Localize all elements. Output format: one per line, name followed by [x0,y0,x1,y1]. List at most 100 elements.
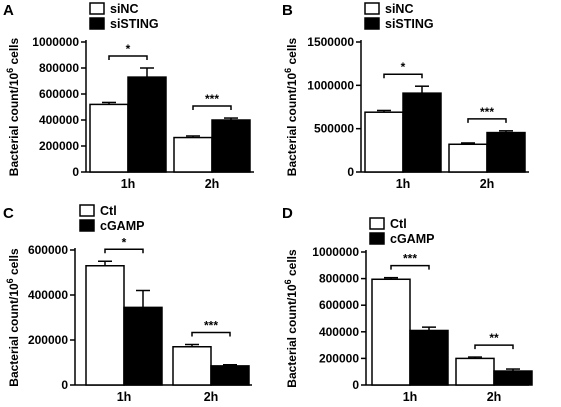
panel-letter: C [3,205,14,222]
bar-1h-sisting [127,76,167,173]
y-tick-label: 500000 [314,122,354,136]
bar-1h-cgamp [123,306,163,386]
significance-bracket [474,344,514,350]
significance-label: *** [204,319,218,333]
legend-label: siNC [385,2,413,16]
y-axis-title-tail: cells [7,248,21,278]
y-tick-label: 1000000 [312,245,359,259]
significance-label: ** [489,331,499,345]
y-axis-title-sup: 6 [5,278,15,283]
legend-label: Ctl [390,217,407,231]
y-tick-label: 800000 [39,61,79,75]
bar-1h-sisting [402,92,442,173]
panel-c: C Bacterial count/106 cells 0 200000 400000 6… [3,204,252,404]
y-tick-label: 200000 [319,351,359,365]
y-axis-title-main: Bacterial count/10 [285,284,299,388]
significance-bracket [191,331,231,337]
y-tick-label: 1000000 [307,78,354,92]
y-axis-title: Bacterial count/106 cells [5,248,21,387]
x-category-label: 2h [204,390,219,404]
legend-label: Ctl [100,204,117,218]
y-axis-title-tail: cells [285,249,299,279]
significance-bracket [108,55,148,60]
legend-swatch [364,17,380,30]
y-tick-label: 400000 [39,113,79,127]
y-tick-label: 200000 [28,333,68,347]
y-tick-label: 200000 [39,139,79,153]
significance-label: * [126,42,131,56]
y-axis-title-tail: cells [7,37,21,67]
bar-1h-ctl [371,278,411,386]
bar-2h-sinc [448,143,488,173]
y-axis-title: Bacterial count/106 cells [283,37,299,176]
significance-bracket [104,248,144,254]
x-category-label: 1h [117,390,132,404]
significance-label: *** [480,105,494,119]
y-axis-title-sup: 6 [5,68,15,73]
y-tick-label: 1000000 [32,35,79,49]
significance-bracket [390,264,430,270]
legend-label: cGAMP [390,232,434,246]
legend-swatch [79,204,95,217]
x-category-label: 1h [121,177,136,191]
panel-a: A Bacterial count/106 cells 0 200000 400000 6… [3,2,254,191]
bar-1h-ctl [85,265,125,386]
panel-letter: B [282,2,293,19]
significance-bracket [192,105,232,111]
bar-1h-sinc [364,111,404,173]
panel-d: D Bacterial count/106 cells 0 200000 400000 6… [282,205,533,404]
y-tick-label: 0 [347,165,354,179]
x-category-label: 1h [396,177,411,191]
y-tick-label: 600000 [319,298,359,312]
panel-letter: D [282,205,293,222]
x-category-label: 1h [403,390,418,404]
significance-label: * [122,235,127,249]
bar-2h-cgamp [493,370,533,386]
panel-letter: A [3,2,14,19]
y-tick-label: 400000 [319,325,359,339]
y-axis-title-main: Bacterial count/10 [285,73,299,177]
significance-label: * [401,60,406,74]
legend-swatch [79,219,95,232]
legend-swatch [369,217,385,230]
bar-2h-ctl [172,346,212,386]
y-axis-title: Bacterial count/106 cells [5,37,21,176]
bar-2h-sisting [486,131,526,173]
y-axis-title-main: Bacterial count/10 [7,73,21,177]
bar-1h-cgamp [409,329,449,386]
y-tick-label: 1500000 [307,35,354,49]
bar-1h-sinc [89,103,129,173]
legend-swatch [364,2,380,15]
bar-2h-sinc [173,136,213,173]
legend-label: siNC [110,2,138,16]
bar-2h-sisting [211,119,251,173]
legend-label: cGAMP [100,219,144,233]
y-tick-label: 0 [72,165,79,179]
legend-label: siSTING [110,17,159,31]
x-category-label: 2h [205,177,220,191]
y-tick-label: 600000 [28,243,68,257]
y-tick-label: 0 [352,378,359,392]
legend-label: siSTING [385,17,434,31]
y-tick-label: 600000 [39,87,79,101]
x-category-label: 2h [480,177,495,191]
y-axis-title-tail: cells [285,37,299,67]
y-axis-title: Bacterial count/106 cells [283,249,299,388]
significance-label: *** [403,252,417,266]
legend-swatch [89,17,105,30]
y-axis-title-main: Bacterial count/10 [7,283,21,387]
bar-2h-cgamp [210,365,250,386]
panel-b: B Bacterial count/106 cells 0 500000 1000000… [282,2,529,191]
y-axis-title-sup: 6 [283,68,293,73]
y-tick-label: 0 [61,378,68,392]
significance-bracket [467,118,507,123]
legend-swatch [369,232,385,245]
y-tick-label: 400000 [28,288,68,302]
bar-2h-ctl [455,357,495,386]
y-axis-title-sup: 6 [283,279,293,284]
legend-swatch [89,2,105,15]
significance-bracket [383,73,423,79]
y-tick-label: 800000 [319,272,359,286]
x-category-label: 2h [487,390,502,404]
